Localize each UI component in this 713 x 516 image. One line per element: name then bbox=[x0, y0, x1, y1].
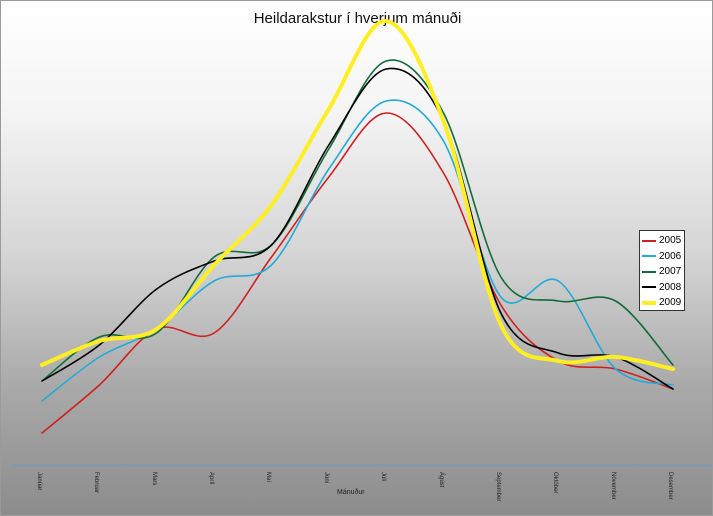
series-line-2005 bbox=[41, 112, 674, 434]
x-axis-label: Mánuður bbox=[337, 489, 365, 496]
series-line-2009 bbox=[40, 19, 675, 371]
series-layer bbox=[40, 19, 675, 434]
legend-swatch bbox=[642, 239, 656, 242]
x-tick-label: Mars bbox=[150, 472, 157, 486]
legend-swatch bbox=[642, 300, 656, 305]
x-tick-label: Nóvember bbox=[609, 472, 616, 500]
legend-item-2005: 2005 bbox=[642, 233, 684, 249]
x-tick-label: Maí bbox=[265, 472, 272, 483]
legend: 2005 2006 2007 2008 2009 bbox=[639, 230, 685, 311]
series-line-2008 bbox=[41, 67, 674, 390]
series-line-2007 bbox=[41, 59, 674, 382]
legend-item-2006: 2006 bbox=[642, 249, 684, 265]
x-tick-label: September bbox=[494, 472, 501, 502]
legend-item-2009: 2009 bbox=[642, 295, 684, 311]
legend-item-2007: 2007 bbox=[642, 264, 684, 280]
x-tick-label: Janúar bbox=[36, 472, 42, 491]
chart-title: Heildarakstur í hverjum mánuði bbox=[253, 10, 462, 27]
x-tick-label: Ágúst bbox=[437, 472, 444, 488]
legend-label: 2005 bbox=[659, 235, 682, 247]
legend-label: 2009 bbox=[659, 297, 682, 309]
x-tick-label: Október bbox=[552, 472, 559, 494]
legend-label: 2006 bbox=[659, 250, 682, 262]
x-tick-label: Febrúar bbox=[93, 472, 100, 494]
x-tick-label: Apríl bbox=[208, 472, 215, 485]
legend-swatch bbox=[642, 255, 656, 258]
legend-label: 2008 bbox=[659, 281, 682, 293]
x-tick-label: Júlí bbox=[380, 472, 387, 482]
x-tick-label: Desember bbox=[667, 472, 673, 500]
legend-swatch bbox=[642, 286, 656, 289]
x-tick-label: Júní bbox=[322, 472, 329, 484]
legend-swatch bbox=[642, 270, 656, 273]
legend-label: 2007 bbox=[659, 266, 682, 278]
legend-item-2008: 2008 bbox=[642, 280, 684, 296]
